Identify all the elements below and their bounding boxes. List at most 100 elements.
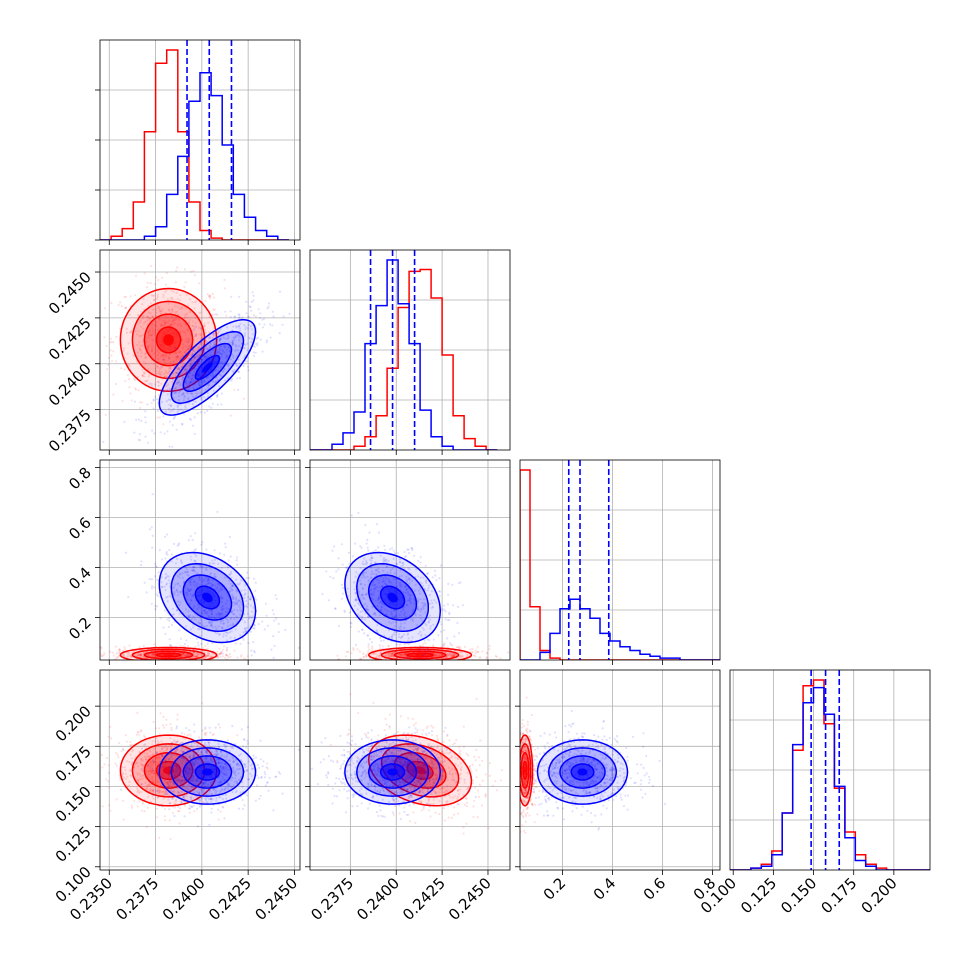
blue-sample-point bbox=[219, 621, 222, 624]
blue-sample-point bbox=[229, 636, 232, 639]
red-sample-point bbox=[445, 656, 448, 659]
blue-sample-point bbox=[180, 559, 183, 562]
blue-sample-point bbox=[383, 634, 386, 637]
red-sample-point bbox=[155, 308, 158, 311]
blue-sample-point bbox=[234, 596, 238, 600]
blue-sample-point bbox=[151, 546, 154, 549]
red-sample-point bbox=[152, 761, 155, 764]
blue-sample-point bbox=[457, 632, 461, 635]
red-sample-point bbox=[160, 790, 164, 794]
blue-sample-point bbox=[359, 567, 362, 570]
red-sample-point bbox=[138, 646, 141, 649]
red-sample-point bbox=[204, 756, 207, 759]
blue-sample-point bbox=[181, 572, 184, 575]
blue-sample-point bbox=[223, 379, 226, 382]
blue-sample-point bbox=[190, 595, 193, 598]
blue-sample-point bbox=[223, 678, 225, 680]
histogram-panel bbox=[309, 249, 511, 455]
red-sample-point bbox=[171, 660, 173, 662]
blue-sample-point bbox=[230, 588, 233, 591]
red-sample-point bbox=[183, 660, 185, 662]
blue-sample-point bbox=[148, 578, 151, 581]
blue-sample-point bbox=[403, 613, 406, 616]
red-sample-point bbox=[144, 756, 148, 759]
red-sample-point bbox=[140, 654, 143, 657]
blue-sample-point bbox=[199, 635, 202, 638]
red-sample-point bbox=[137, 389, 140, 392]
blue-sample-point bbox=[218, 633, 221, 636]
red-sample-point bbox=[195, 779, 198, 782]
blue-sample-point bbox=[228, 535, 231, 538]
red-sample-point bbox=[147, 765, 150, 768]
blue-sample-point bbox=[253, 345, 256, 348]
red-sample-point bbox=[204, 734, 207, 737]
red-sample-point bbox=[218, 652, 222, 655]
blue-sample-point bbox=[168, 420, 171, 423]
blue-sample-point bbox=[179, 601, 182, 604]
blue-sample-point bbox=[171, 364, 175, 367]
red-sample-point bbox=[177, 779, 180, 782]
blue-sample-point bbox=[181, 388, 184, 391]
blue-sample-point bbox=[398, 575, 401, 578]
red-sample-point bbox=[217, 351, 220, 354]
panel-frame bbox=[309, 459, 511, 661]
blue-sample-point bbox=[236, 601, 239, 604]
blue-sample-point bbox=[371, 593, 374, 596]
blue-sample-point bbox=[179, 408, 182, 411]
red-sample-point bbox=[146, 319, 150, 322]
blue-sample-point bbox=[407, 593, 410, 596]
red-sample-point bbox=[118, 650, 121, 653]
red-sample-point bbox=[209, 757, 212, 760]
red-sample-point bbox=[118, 648, 121, 652]
blue-sample-point bbox=[195, 386, 199, 389]
red-sample-point bbox=[451, 644, 454, 647]
blue-sample-point bbox=[247, 642, 250, 645]
red-sample-point bbox=[196, 664, 198, 666]
blue-sample-point bbox=[347, 551, 350, 554]
red-sample-point bbox=[129, 655, 132, 658]
blue-sample-point bbox=[212, 333, 215, 336]
red-sample-point bbox=[214, 750, 217, 753]
blue-sample-point bbox=[212, 380, 215, 383]
blue-sample-point bbox=[218, 615, 221, 618]
red-sample-point bbox=[147, 755, 150, 758]
blue-sample-point bbox=[365, 593, 368, 596]
blue-sample-point bbox=[379, 636, 382, 640]
blue-sample-point bbox=[361, 562, 364, 566]
red-sample-point bbox=[122, 818, 125, 821]
red-sample-point bbox=[408, 642, 411, 645]
red-sample-point bbox=[124, 734, 127, 737]
red-sample-point bbox=[486, 652, 489, 655]
blue-sample-point bbox=[178, 368, 181, 371]
blue-sample-point bbox=[259, 312, 262, 315]
red-sample-point bbox=[145, 770, 148, 773]
blue-sample-point bbox=[174, 583, 177, 586]
blue-sample-point bbox=[155, 566, 158, 569]
red-sample-point bbox=[219, 652, 222, 655]
blue-sample-point bbox=[183, 642, 186, 646]
blue-sample-point bbox=[231, 589, 234, 592]
blue-sample-point bbox=[211, 578, 214, 582]
blue-sample-point bbox=[193, 549, 196, 552]
blue-sample-point bbox=[250, 616, 253, 619]
blue-sample-point bbox=[247, 596, 250, 599]
red-sample-point bbox=[123, 307, 126, 310]
blue-sample-point bbox=[205, 612, 209, 615]
red-sample-point bbox=[459, 661, 461, 663]
blue-sample-point bbox=[385, 565, 388, 568]
blue-sample-point bbox=[194, 561, 197, 564]
red-sample-point bbox=[160, 324, 163, 327]
blue-sample-point bbox=[244, 627, 247, 630]
red-sample-point bbox=[155, 365, 158, 368]
red-sample-point bbox=[204, 656, 207, 659]
red-sample-point bbox=[151, 326, 154, 329]
red-sample-point bbox=[109, 337, 112, 340]
blue-sample-point bbox=[218, 613, 222, 616]
red-sample-point bbox=[166, 781, 169, 784]
red-sample-point bbox=[357, 661, 359, 663]
blue-sample-point bbox=[208, 563, 211, 566]
blue-sample-point bbox=[217, 332, 220, 335]
blue-sample-point bbox=[183, 580, 186, 583]
red-sample-point bbox=[167, 319, 170, 322]
